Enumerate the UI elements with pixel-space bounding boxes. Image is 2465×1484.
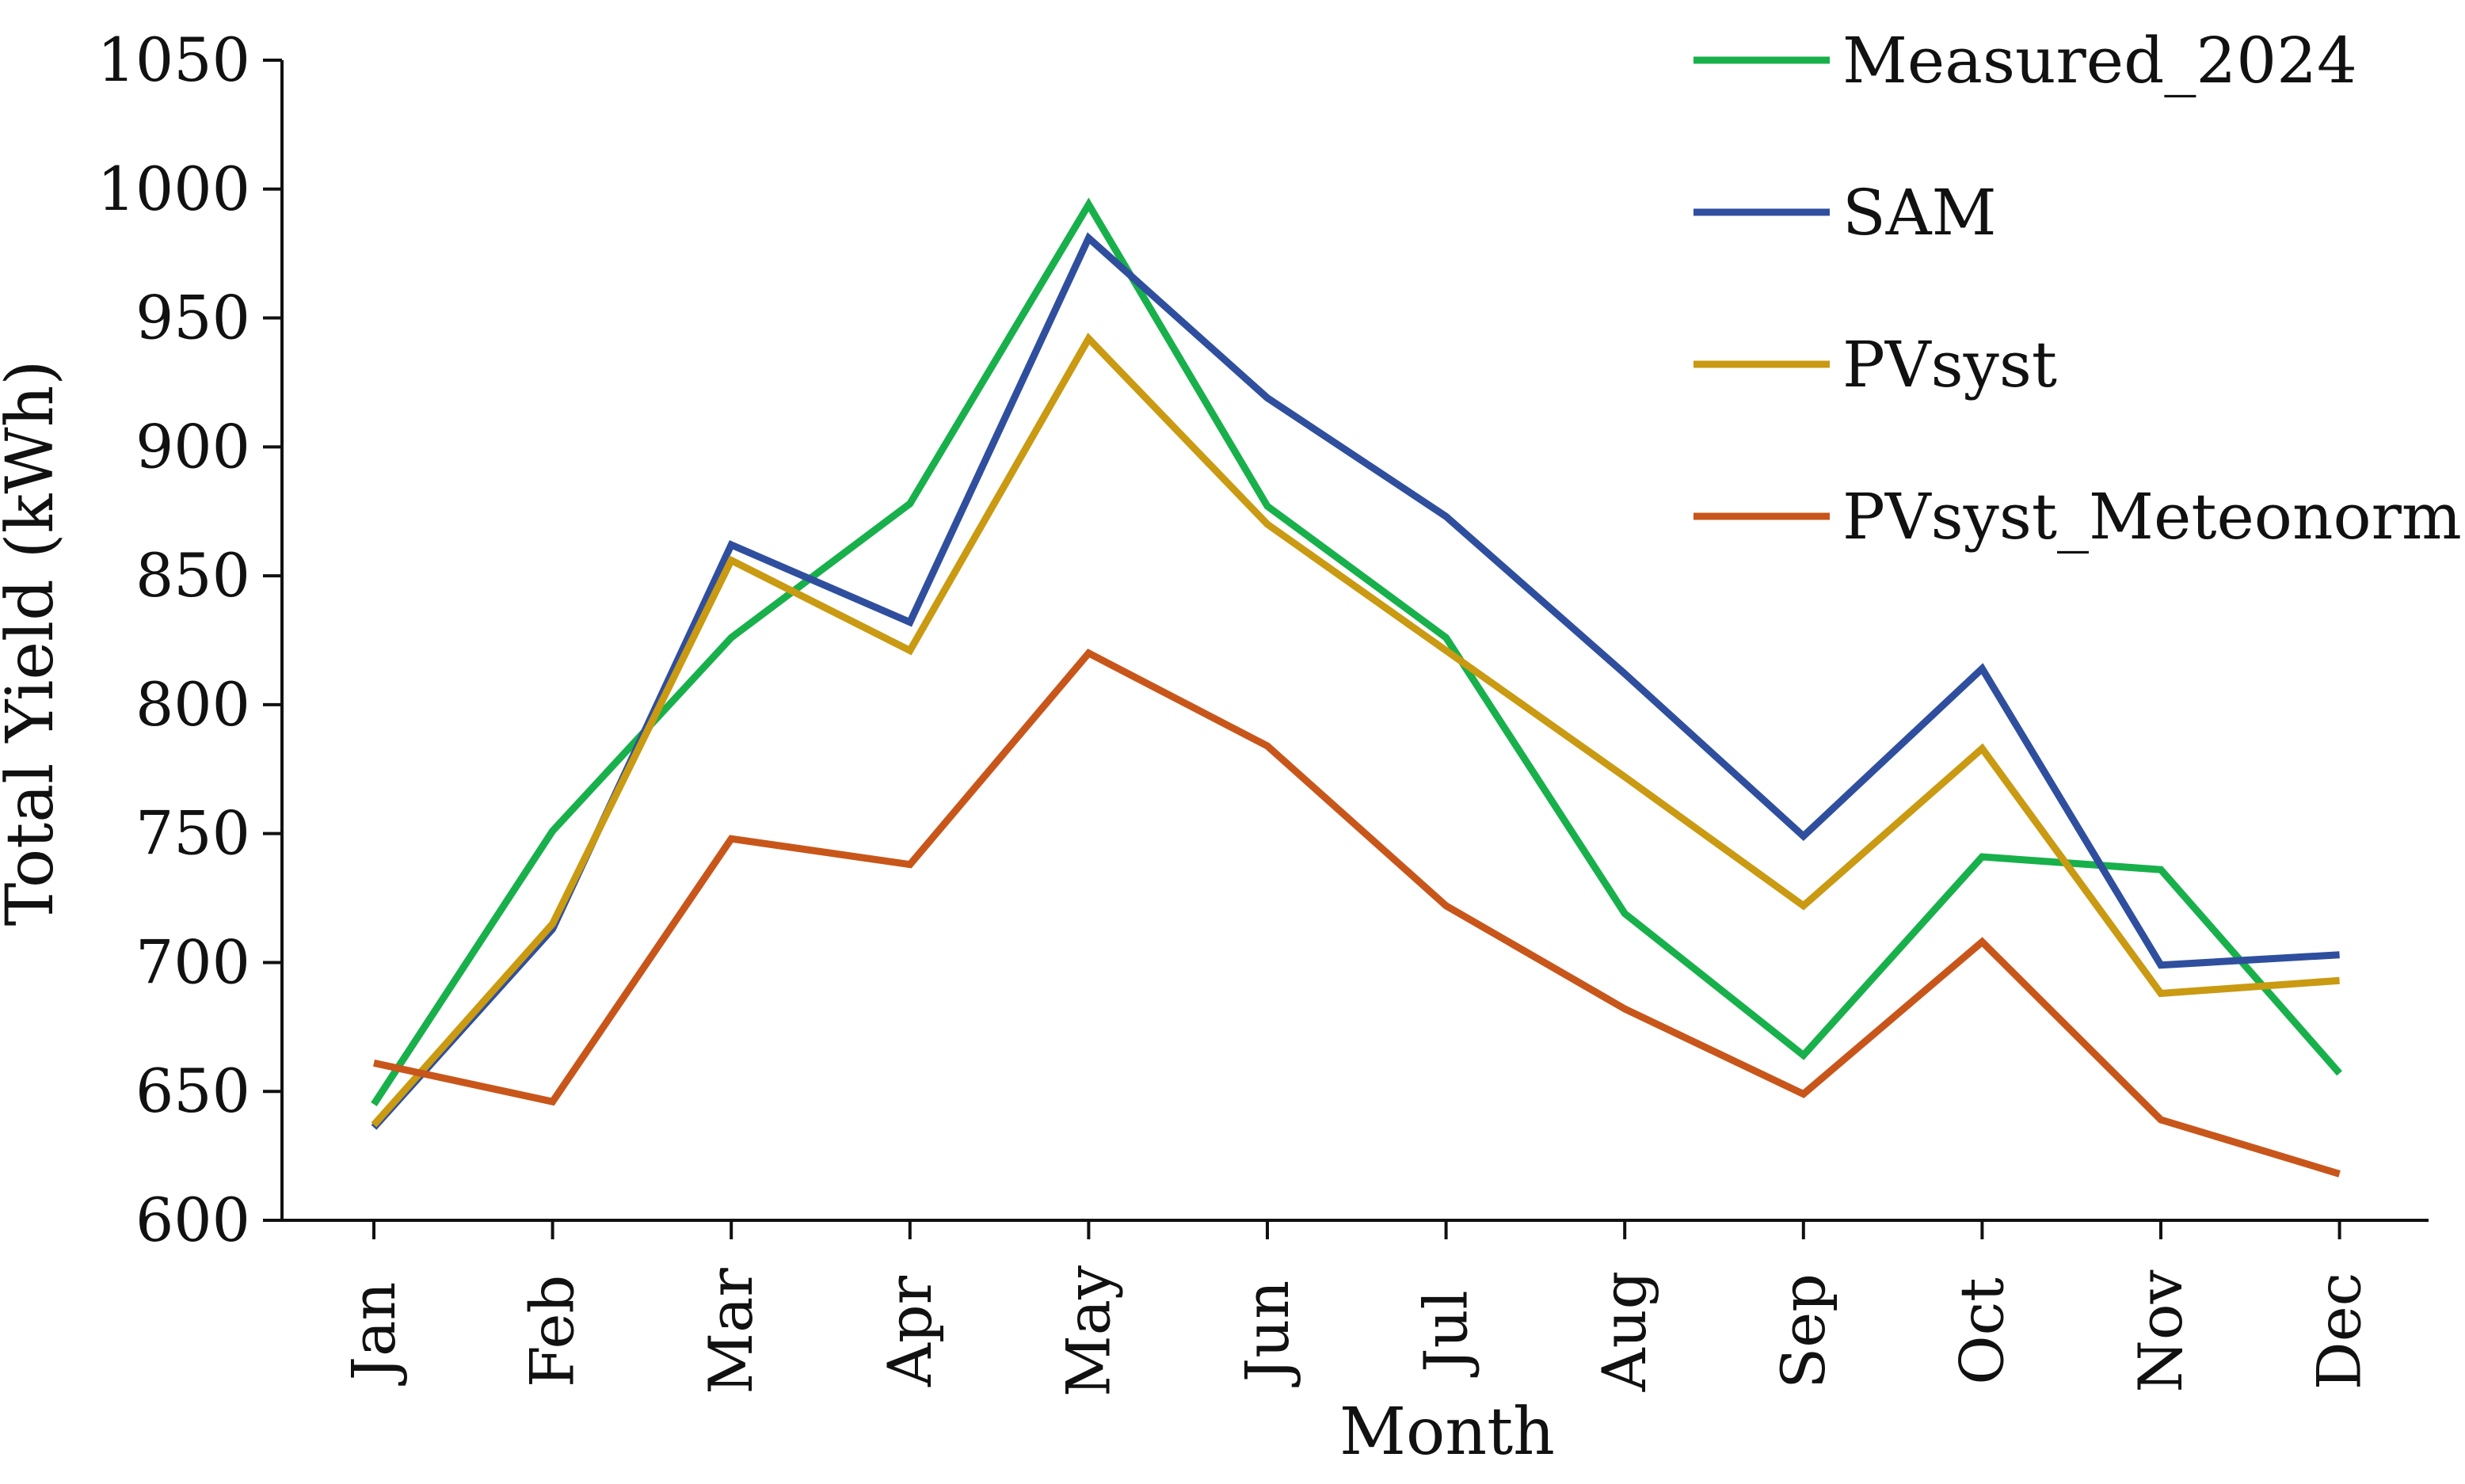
x-tick-label: Nov	[2125, 1269, 2196, 1392]
legend: Measured_2024 SAM PVsyst PVsyst_Meteonorm	[1693, 24, 2462, 554]
legend-label: PVsyst_Meteonorm	[1842, 480, 2462, 554]
y-tick-label: 950	[135, 283, 250, 353]
y-tick-label: 1000	[97, 154, 250, 224]
y-tick-label: 1050	[97, 25, 250, 95]
x-tick-label: Feb	[517, 1275, 588, 1387]
series-line-pvsyst-meteonorm	[373, 649, 2341, 1178]
y-tick-label: 750	[135, 798, 250, 869]
x-tick-label: Dec	[2304, 1273, 2375, 1390]
x-axis-title: Month	[1339, 1395, 1555, 1470]
axes	[263, 59, 2429, 1239]
x-tick-label: Apr	[874, 1275, 945, 1387]
x-tick-label: Jan	[338, 1282, 409, 1387]
legend-label: SAM	[1842, 176, 1997, 249]
x-tick-label: Aug	[1589, 1271, 1659, 1392]
x-tick-label: Sep	[1768, 1273, 1838, 1389]
series-line-pvsyst	[371, 333, 2340, 1128]
y-tick-label: 650	[135, 1056, 250, 1126]
y-tick-label: 700	[135, 927, 250, 997]
series-line-measured-2024	[371, 197, 2342, 1106]
x-tick-label: Jun	[1232, 1280, 1302, 1387]
y-tick-label: 850	[135, 540, 250, 611]
series-lines	[371, 197, 2342, 1178]
legend-label: PVsyst	[1842, 328, 2057, 401]
legend-label: Measured_2024	[1842, 24, 2357, 97]
y-axis-title: Total Yield (kWh)	[0, 360, 68, 927]
y-tick-label: 900	[135, 411, 250, 481]
x-tick-label: Jul	[1411, 1290, 1481, 1378]
x-tick-label: May	[1053, 1265, 1123, 1397]
y-tick-label: 800	[135, 669, 250, 740]
tick-labels: 600 650 700 750 800 850 900 950 1000 1050 Jan Feb Ma…	[97, 25, 2375, 1397]
x-tick-label: Mar	[695, 1268, 766, 1395]
y-tick-label: 600	[135, 1185, 250, 1255]
series-line-sam	[371, 232, 2340, 1130]
x-tick-label: Oct	[1946, 1277, 2017, 1384]
